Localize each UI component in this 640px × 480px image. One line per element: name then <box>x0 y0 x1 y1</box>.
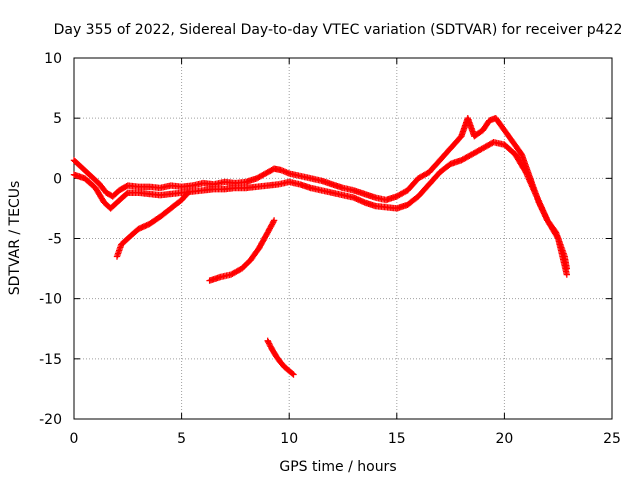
y-axis-label: SDTVAR / TECUs <box>7 181 23 296</box>
data-point <box>540 208 547 216</box>
data-point <box>183 190 191 197</box>
data-point <box>265 339 272 346</box>
y-tick-label: 10 <box>44 51 62 67</box>
data-point <box>526 177 533 184</box>
data-point <box>563 271 570 278</box>
x-tick-label: 10 <box>280 431 298 447</box>
data-points <box>70 115 570 378</box>
x-axis-label: GPS time / hours <box>279 459 396 475</box>
data-point <box>530 187 538 194</box>
data-point <box>289 370 296 377</box>
grid <box>74 58 612 419</box>
data-point <box>524 173 531 180</box>
data-point <box>290 371 297 378</box>
data-point <box>270 218 277 225</box>
axes <box>73 57 613 420</box>
y-tick-label: -5 <box>48 232 62 248</box>
x-tick-label: 20 <box>495 431 513 447</box>
x-tick-label: 5 <box>177 431 186 447</box>
data-point <box>265 340 273 347</box>
y-tick-label: -10 <box>39 292 62 308</box>
data-point <box>542 213 549 220</box>
x-tick-label: 0 <box>70 431 79 447</box>
chart-title: Day 355 of 2022, Sidereal Day-to-day VTE… <box>54 22 623 38</box>
plot-frame <box>73 57 613 420</box>
data-point <box>184 189 192 196</box>
x-tick-label: 15 <box>388 431 406 447</box>
data-point <box>538 204 545 211</box>
data-point <box>554 234 561 241</box>
data-point <box>264 337 271 344</box>
y-tick-label: -20 <box>39 412 62 428</box>
data-point <box>536 200 543 207</box>
data-point <box>532 191 540 199</box>
data-point <box>529 183 536 190</box>
y-tick-label: 0 <box>53 171 62 187</box>
tick-labels: 0 5 10 15 20 25 -20 -15 -10 -5 0 5 10 <box>39 51 621 447</box>
data-point <box>522 169 530 176</box>
x-tick-label: 25 <box>603 431 621 447</box>
data-point <box>534 196 542 203</box>
y-tick-label: -15 <box>39 352 62 368</box>
data-point <box>270 217 278 224</box>
y-tick-label: 5 <box>53 111 62 127</box>
